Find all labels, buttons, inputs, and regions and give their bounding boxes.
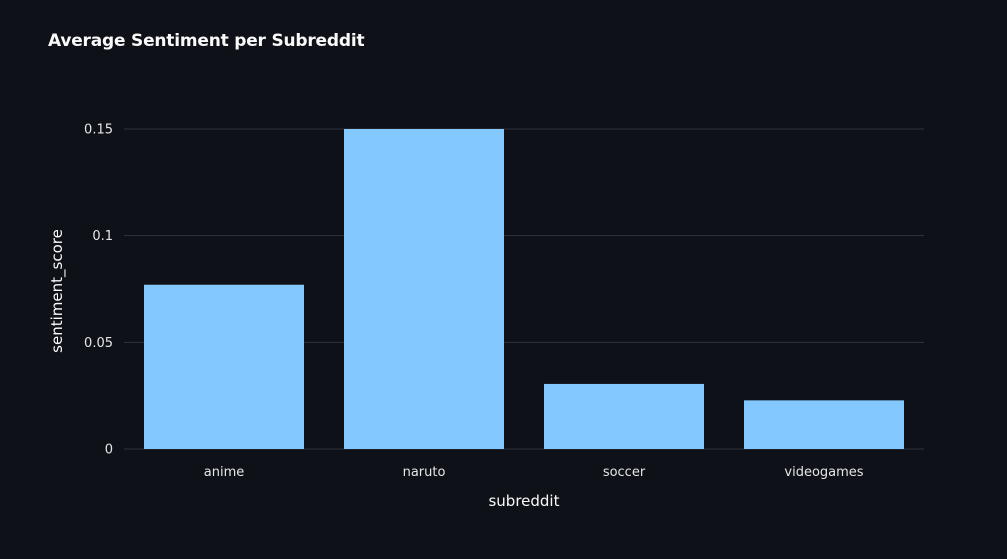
y-tick-label: 0.15	[84, 123, 113, 138]
bar-soccer[interactable]	[544, 383, 704, 449]
bar-anime[interactable]	[144, 284, 304, 449]
chart-title: Average Sentiment per Subreddit	[48, 31, 365, 51]
x-tick-label: soccer	[603, 465, 646, 480]
y-tick-label: 0.05	[84, 336, 113, 351]
y-axis-ticks: 0 0.05 0.1 0.15	[84, 123, 113, 458]
bars	[144, 129, 904, 449]
x-tick-label: videogames	[784, 465, 863, 480]
bar-naruto[interactable]	[344, 129, 504, 449]
x-tick-label: anime	[204, 465, 244, 480]
x-tick-label: naruto	[403, 465, 446, 480]
y-axis-title: sentiment_score	[48, 229, 67, 353]
x-axis-ticks: anime naruto soccer videogames	[204, 465, 864, 480]
bar-videogames[interactable]	[744, 400, 904, 449]
x-axis-title: subreddit	[488, 492, 559, 510]
y-tick-label: 0.1	[92, 229, 113, 244]
y-tick-label: 0	[105, 443, 113, 458]
